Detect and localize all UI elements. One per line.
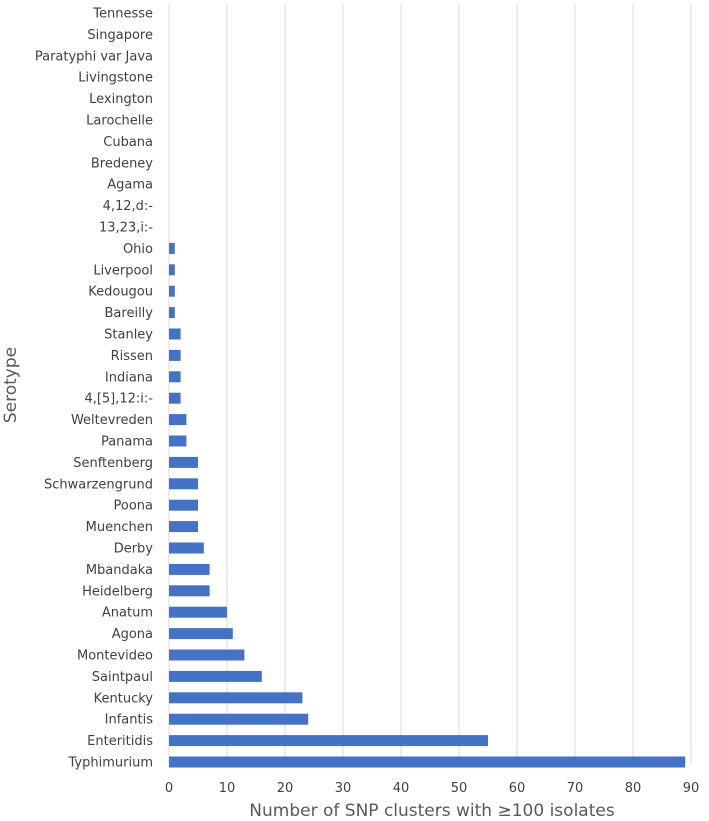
x-tick-label: 0: [165, 781, 173, 796]
bar: [169, 435, 187, 447]
bar: [169, 242, 175, 254]
x-tick-label: 60: [509, 781, 526, 796]
category-label: Agona: [112, 627, 153, 642]
category-label: Anatum: [102, 606, 153, 621]
category-label: Agama: [107, 178, 153, 193]
category-label: Mbandaka: [86, 563, 153, 578]
bar: [169, 628, 233, 640]
category-label: Stanley: [104, 328, 153, 343]
category-label: Weltevreden: [71, 413, 153, 428]
category-label: Kentucky: [94, 691, 154, 706]
category-label: Derby: [114, 542, 154, 557]
x-tick-label: 30: [335, 781, 352, 796]
bar: [169, 521, 198, 533]
category-label: Panama: [101, 435, 153, 450]
bar: [169, 735, 488, 747]
bar: [169, 692, 303, 704]
category-label: Kedougou: [88, 285, 153, 300]
bar: [169, 585, 210, 597]
bar: [169, 670, 262, 682]
bar: [169, 307, 175, 319]
category-label: Poona: [114, 499, 154, 514]
bar: [169, 264, 175, 276]
category-label: Infantis: [105, 713, 154, 728]
x-tick-label: 90: [683, 781, 700, 796]
x-tick-label: 80: [625, 781, 642, 796]
category-label: Bredeney: [91, 156, 153, 171]
x-tick-label: 50: [451, 781, 468, 796]
x-tick-label: 10: [219, 781, 236, 796]
bar: [169, 371, 181, 383]
bars: [169, 242, 686, 768]
category-label: Livingstone: [78, 71, 153, 86]
bar: [169, 713, 309, 725]
category-label: Bareilly: [105, 306, 154, 321]
bar: [169, 606, 227, 618]
category-label: Tennesse: [92, 7, 153, 22]
x-tick-label: 70: [567, 781, 584, 796]
bar: [169, 649, 245, 661]
category-label: Lexington: [89, 92, 153, 107]
category-label: Schwarzengrund: [44, 477, 153, 492]
category-label: Rissen: [111, 349, 153, 364]
bar: [169, 478, 198, 490]
x-tick-labels: 0 10 20 30 40 50 60 70 80 90: [165, 781, 699, 796]
bar: [169, 563, 210, 575]
bar: [169, 542, 204, 554]
y-axis-title: Serotype: [1, 347, 21, 423]
x-tick-label: 40: [393, 781, 410, 796]
bar: [169, 328, 181, 340]
category-label: Saintpaul: [92, 670, 153, 685]
category-label: Paratyphi var Java: [35, 49, 153, 64]
category-label: Senftenberg: [73, 456, 153, 471]
category-label: Liverpool: [93, 263, 153, 278]
category-labels: Tennesse Singapore Paratyphi var Java Livin…: [35, 7, 153, 771]
category-label: 4,12,d:-: [103, 199, 154, 214]
category-label: Muenchen: [86, 520, 153, 535]
category-label: Cubana: [103, 135, 153, 150]
category-label: 13,23,i:-: [99, 221, 153, 236]
x-axis-title: Number of SNP clusters with ≥100 isolate…: [249, 801, 615, 821]
bar: [169, 285, 175, 297]
gridlines: [168, 4, 692, 764]
category-label: Typhimurium: [68, 756, 153, 771]
bar: [169, 456, 198, 468]
bar: [169, 349, 181, 361]
category-label: Montevideo: [77, 649, 153, 664]
category-label: 4,[5],12:i:-: [84, 392, 153, 407]
bar: [169, 756, 686, 768]
category-label: Larochelle: [86, 114, 153, 129]
bar: [169, 414, 187, 426]
x-tick-label: 20: [277, 781, 294, 796]
category-label: Indiana: [105, 370, 153, 385]
category-label: Ohio: [123, 242, 153, 257]
category-label: Heidelberg: [82, 584, 153, 599]
bar: [169, 392, 181, 404]
bar: [169, 499, 198, 511]
category-label: Enteritidis: [87, 734, 153, 749]
category-label: Singapore: [87, 28, 153, 43]
